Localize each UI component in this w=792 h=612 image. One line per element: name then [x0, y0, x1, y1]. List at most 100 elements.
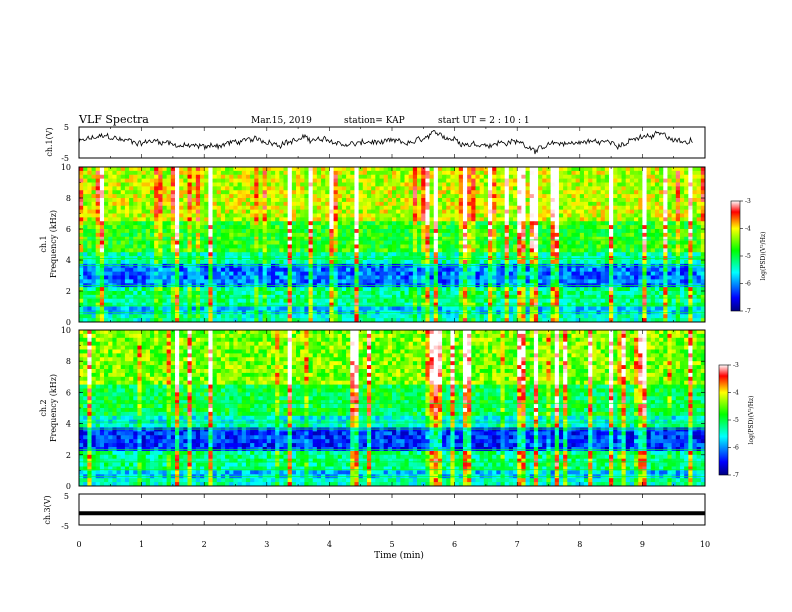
spectrogram-cell [124, 186, 130, 191]
spectrogram-cell [450, 198, 456, 203]
spectrogram-cell [600, 170, 606, 176]
spectrogram-cell [421, 198, 426, 203]
spectrogram-cell [638, 198, 643, 203]
spectrogram-cell [300, 213, 305, 218]
spectrogram-cell [337, 244, 343, 249]
spectrogram-cell [99, 174, 105, 180]
spectrogram-cell [337, 240, 343, 246]
spectrogram-cell [379, 263, 385, 269]
spectrogram-cell [104, 209, 109, 215]
spectrogram-cell [275, 213, 280, 218]
spectrogram-cell [425, 267, 431, 273]
spectrogram-cell [308, 209, 314, 215]
spectrogram-cell [300, 252, 305, 257]
spectrogram-cell [108, 178, 113, 184]
spectrogram-cell [316, 205, 322, 211]
spectrogram-cell [262, 248, 268, 253]
spectrogram-cell [579, 225, 585, 230]
spectrogram-cell [283, 194, 289, 199]
spectrogram-cell [400, 178, 406, 184]
spectrogram-cell [634, 271, 639, 277]
spectrogram-cell [291, 186, 297, 191]
spectrogram-cell [346, 244, 351, 249]
spectrogram-cell [437, 260, 443, 265]
spectrogram-cell [575, 291, 581, 296]
spectrogram-cell [625, 198, 631, 203]
spectrogram-cell [141, 174, 147, 180]
spectrogram-cell [421, 267, 426, 273]
spectrogram-cell [592, 174, 597, 180]
spectrogram-cell [496, 209, 501, 215]
spectrogram-cell [133, 209, 138, 215]
spectrogram-cell [333, 221, 339, 226]
spectrogram-cell [179, 194, 184, 199]
spectrogram-cell [433, 198, 439, 203]
spectrogram-cell [87, 232, 93, 238]
spectrogram-cell [392, 260, 397, 265]
spectrogram-cell [492, 194, 497, 199]
spectrogram-cell [304, 194, 310, 199]
spectrogram-cell [538, 205, 543, 211]
spectrogram-cell [187, 213, 193, 218]
spectrogram-cell [296, 225, 301, 230]
spectrogram-cell [446, 194, 451, 199]
spectrogram-cell [354, 198, 360, 203]
spectrogram-cell [609, 232, 614, 238]
spectrogram-cell [375, 225, 380, 230]
spectrogram-cell [312, 221, 318, 226]
spectrogram-cell [266, 236, 272, 242]
spectrogram-cell [170, 198, 176, 203]
spectrogram-cell [408, 198, 414, 203]
spectrogram-cell [341, 190, 347, 195]
spectrogram-cell [667, 252, 673, 257]
spectrogram-cell [421, 182, 426, 187]
spectrogram-cell [508, 205, 514, 211]
spectrogram-cell [688, 248, 693, 253]
spectrogram-cell [629, 291, 635, 296]
spectrogram-cell [417, 236, 422, 242]
spectrogram-cell [471, 240, 476, 246]
spectrogram-cell [354, 240, 360, 246]
spectrogram-cell [583, 217, 589, 222]
spectrogram-cell [191, 252, 197, 257]
spectrogram-cell [275, 194, 280, 199]
spectrogram-cell [287, 263, 293, 269]
spectrogram-cell [283, 209, 289, 215]
spectrogram-cell [329, 205, 335, 211]
spectrogram-cell [521, 279, 527, 284]
spectrogram-cell [383, 260, 389, 265]
spectrogram-cell [87, 205, 93, 211]
spectrogram-cell [366, 213, 372, 218]
spectrogram-cell [312, 279, 318, 284]
spectrogram-cell [433, 186, 439, 191]
spectrogram-cell [412, 190, 418, 195]
spectrogram-cell [154, 225, 159, 230]
spectrogram-cell [379, 287, 385, 292]
spectrogram-cell [496, 260, 501, 265]
spectrogram-cell [170, 167, 176, 172]
spectrogram-cell [617, 186, 623, 191]
spectrogram-cell [154, 221, 159, 226]
spectrogram-cell [266, 213, 272, 218]
spectrogram-cell [187, 225, 193, 230]
spectrogram-cell [216, 260, 222, 265]
spectrogram-cell [300, 167, 305, 172]
spectrogram-cell [671, 186, 677, 191]
spectrogram-cell [79, 232, 84, 238]
spectrogram-cell [500, 287, 506, 292]
spectrogram-cell [550, 209, 556, 215]
spectrogram-cell [220, 194, 226, 199]
spectrogram-cell [137, 205, 143, 211]
spectrogram-cell [696, 167, 702, 172]
spectrogram-cell [550, 260, 556, 265]
spectrogram-cell [329, 190, 335, 195]
spectrogram-cell [538, 279, 543, 284]
spectrogram-cell [287, 240, 293, 246]
spectrogram-cell [667, 248, 673, 253]
spectrogram-cell [550, 232, 556, 238]
spectrogram-cell [538, 263, 543, 269]
spectrogram-cell [341, 240, 347, 246]
spectrogram-cell [629, 174, 635, 180]
spectrogram-cell [483, 209, 489, 215]
spectrogram-cell [500, 267, 506, 273]
